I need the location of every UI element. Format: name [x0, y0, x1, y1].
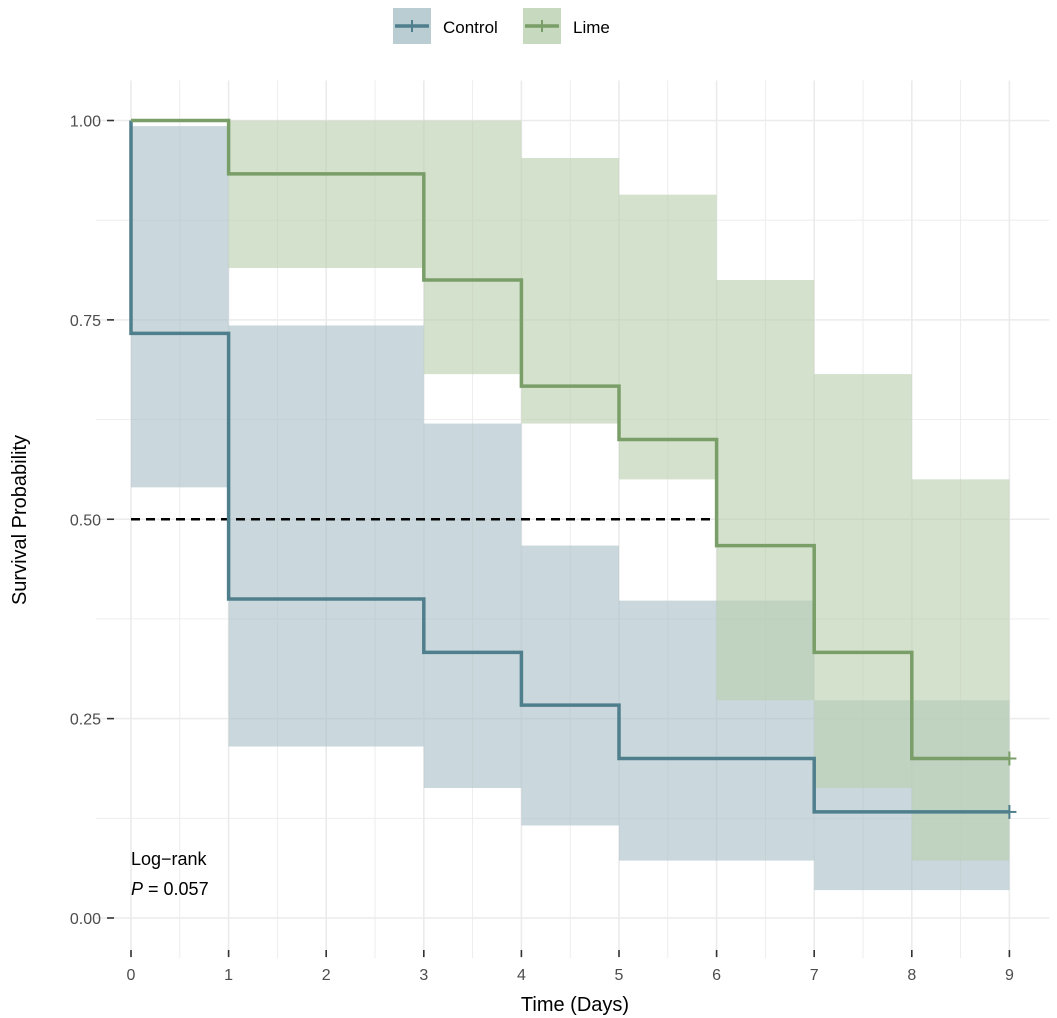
ci-band-lime	[521, 157, 619, 424]
x-tick-label: 3	[419, 967, 428, 984]
survival-curve-lime	[131, 118, 1010, 761]
ci-band-lime	[228, 120, 424, 269]
ci-band-lime	[814, 374, 912, 789]
x-tick-label: 6	[712, 967, 721, 984]
ci-band-lime	[423, 120, 522, 375]
p-value-text: = 0.057	[143, 879, 209, 899]
legend: Control Lime	[393, 8, 610, 44]
p-value-annotation: P = 0.057	[131, 879, 209, 899]
y-tick-label: 0.75	[70, 313, 101, 330]
logrank-label: Log−rank	[131, 849, 208, 869]
ci-band-lime	[619, 194, 717, 480]
confidence-bands	[131, 120, 1010, 891]
ci-band-control	[521, 545, 619, 826]
axes: 0.00 0.25 0.50 0.75 1.00 0 1 2 3 4 5 6 7 8 9	[70, 114, 1014, 985]
y-tick-label: 1.00	[70, 114, 101, 131]
x-tick-label: 1	[224, 967, 233, 984]
y-tick-label: 0.00	[70, 911, 101, 928]
x-tick-label: 0	[127, 967, 136, 984]
ci-band-lime	[911, 479, 1010, 861]
ci-band-control	[228, 325, 424, 747]
legend-label-control: Control	[443, 18, 498, 37]
x-axis-title: Time (Days)	[521, 994, 629, 1016]
y-tick-label: 0.50	[70, 512, 101, 529]
p-symbol: P	[131, 879, 143, 899]
y-axis-title: Survival Probability	[9, 435, 31, 605]
legend-label-lime: Lime	[573, 18, 610, 37]
x-tick-label: 9	[1005, 967, 1014, 984]
ci-band-lime	[716, 280, 815, 701]
x-tick-label: 8	[907, 967, 916, 984]
x-tick-label: 4	[517, 967, 526, 984]
ci-band-control	[423, 423, 522, 789]
x-tick-label: 5	[615, 967, 624, 984]
survival-curves	[129, 118, 1017, 819]
x-tick-label: 2	[322, 967, 331, 984]
x-tick-label: 7	[810, 967, 819, 984]
y-tick-label: 0.25	[70, 712, 101, 729]
ci-band-control	[131, 126, 229, 488]
survival-curve-control	[129, 120, 1010, 814]
